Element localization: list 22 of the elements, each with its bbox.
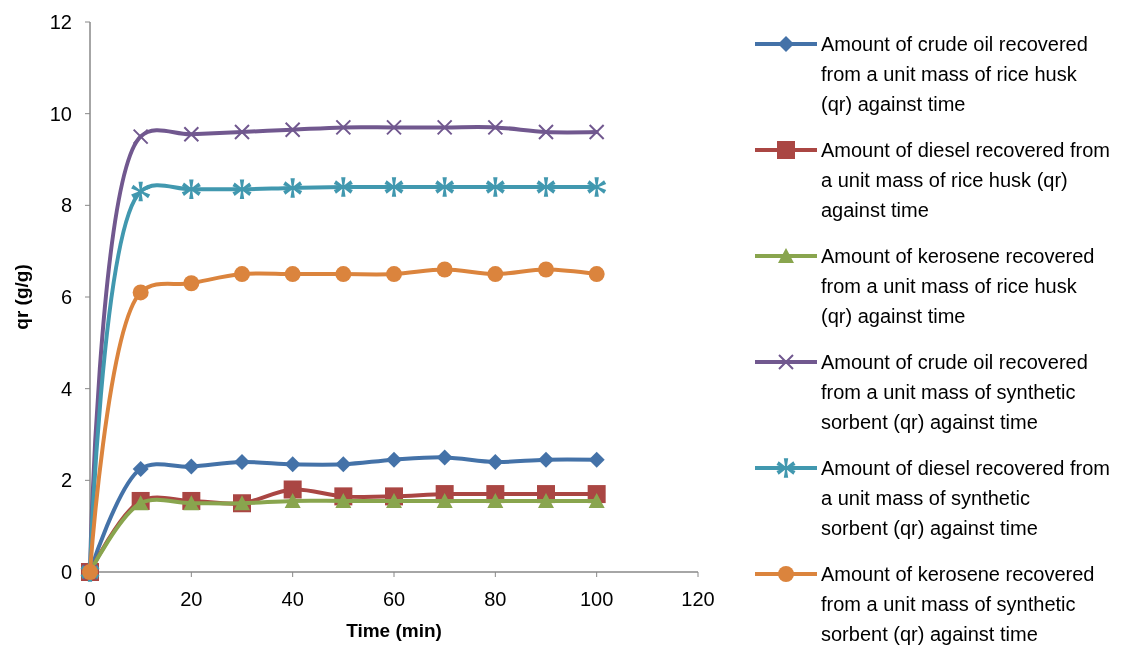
y-tick-label: 6 [60, 286, 72, 308]
legend-label: Amount of kerosene recovered from a unit mass of synthetic sorbent (qr) against time [821, 563, 1095, 645]
y-tick-label: 8 [60, 194, 72, 217]
y-tick-label: 2 [60, 469, 72, 492]
x-tick-label: 100 [579, 588, 614, 610]
legend-label: Amount of diesel recovered from a unit mass of synthetic sorbent (qr) against time [821, 457, 1111, 539]
x-tick-label: 120 [681, 588, 715, 610]
legend-label: Amount of kerosene recovered from a unit mass of rice husk (qr) against time [821, 245, 1095, 327]
y-tick-label: 0 [60, 561, 72, 583]
legend-label: Amount of crude oil recovered from a unit mass of rice husk (qr) against time [821, 33, 1088, 115]
x-tick-label: 80 [484, 588, 507, 610]
y-axis-title: qr (g/g) [11, 264, 32, 330]
y-tick-label: 4 [60, 377, 72, 400]
legend-label: Amount of crude oil recovered from a unit mass of synthetic sorbent (qr) against time [821, 351, 1088, 433]
y-tick-label: 10 [49, 102, 72, 125]
x-axis-title: Time (min) [346, 620, 442, 641]
x-tick-label: 0 [84, 588, 96, 610]
x-tick-label: 20 [180, 588, 203, 610]
legend-label: Amount of diesel recovered from a unit mass of rice husk (qr) against time [821, 139, 1111, 221]
y-tick-label: 12 [49, 11, 72, 33]
x-tick-label: 60 [382, 588, 406, 610]
x-tick-label: 40 [281, 588, 304, 610]
